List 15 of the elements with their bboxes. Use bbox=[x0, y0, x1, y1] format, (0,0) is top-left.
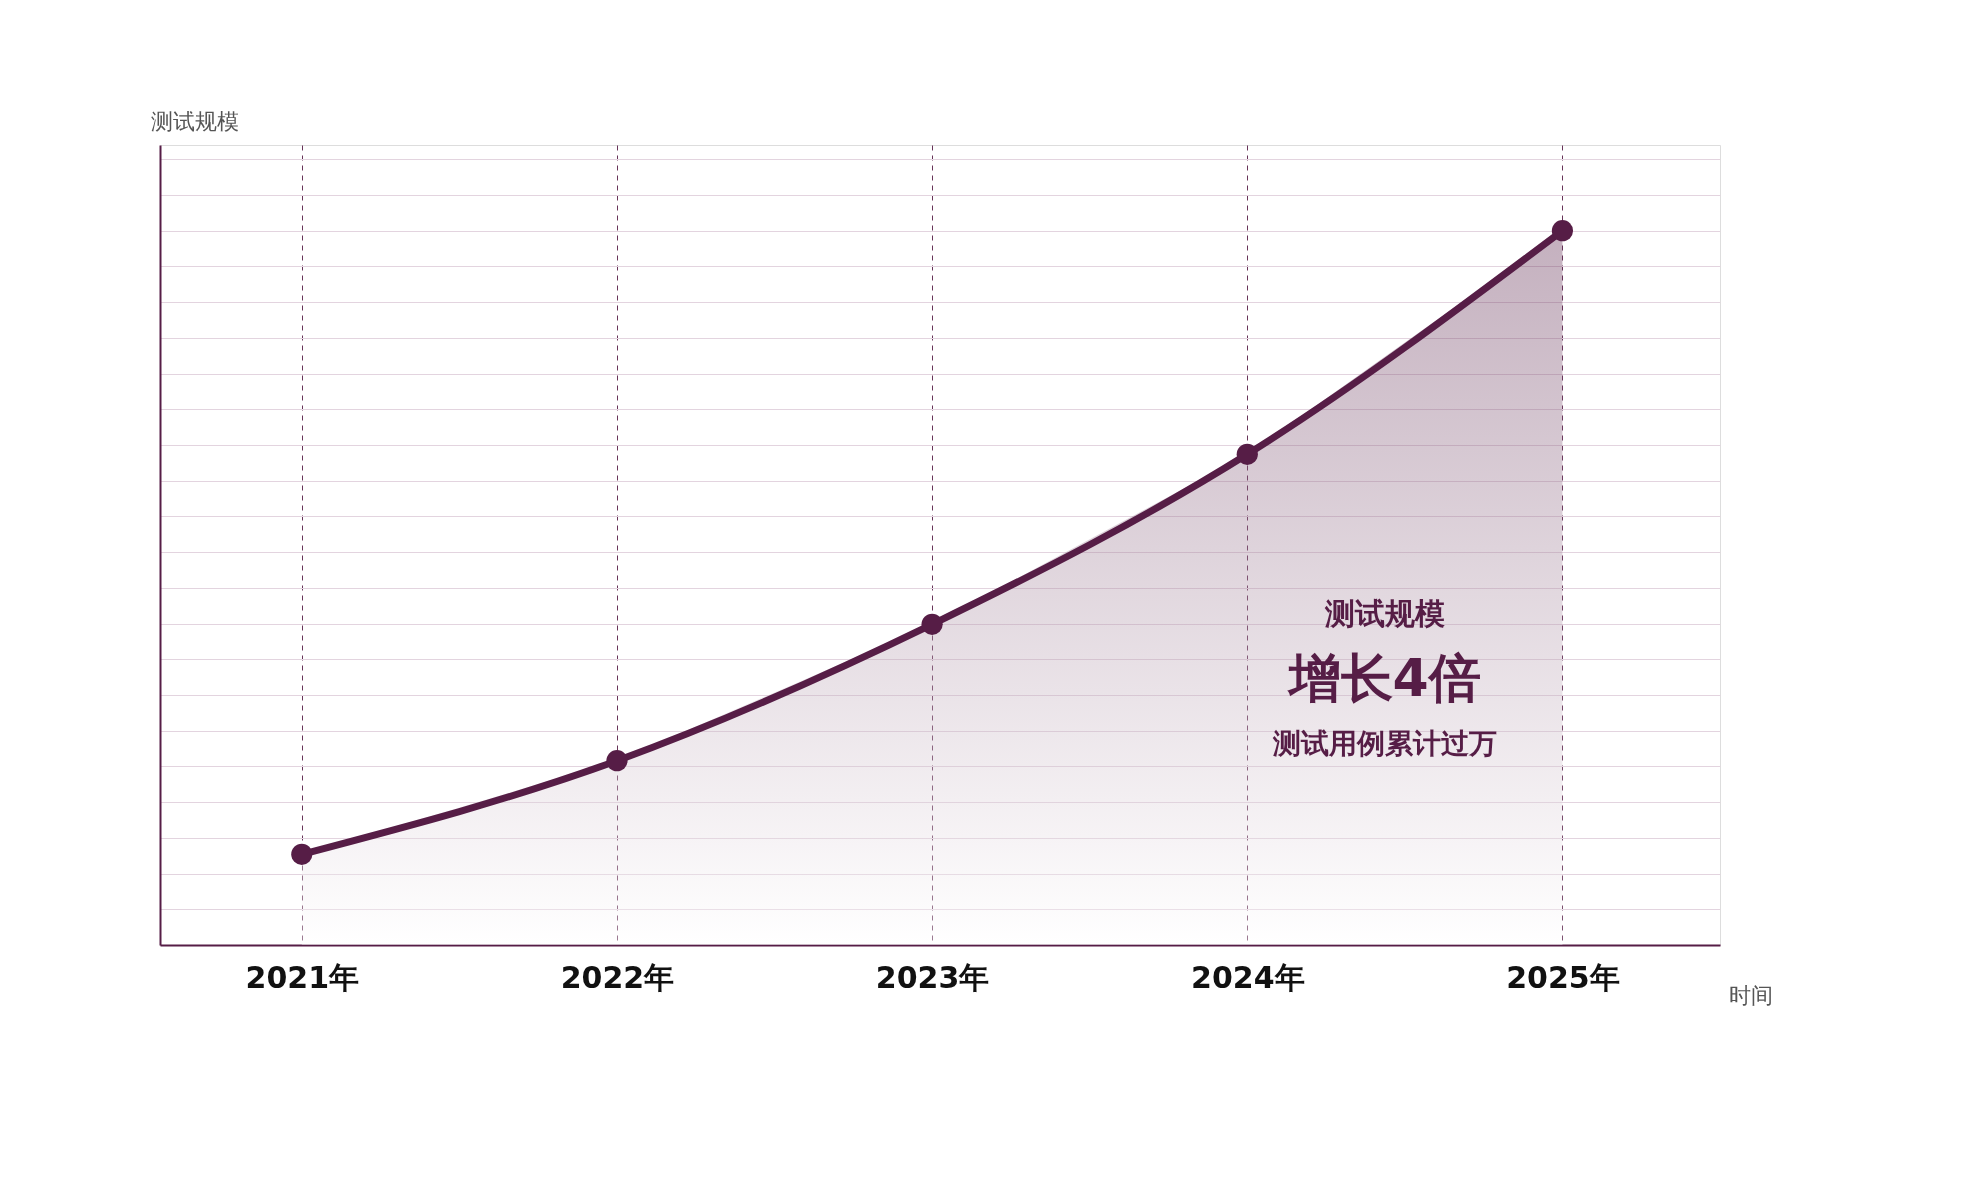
point bbox=[1551, 220, 1574, 242]
y-axis-title: 测试规模 bbox=[150, 108, 239, 134]
point bbox=[606, 750, 628, 772]
point bbox=[1236, 443, 1258, 465]
point bbox=[291, 843, 313, 865]
x-tick-label: 2023年 bbox=[875, 959, 990, 995]
x-tick-label: 2024年 bbox=[1191, 959, 1305, 995]
point bbox=[921, 613, 943, 635]
annotation: 测试规模 bbox=[1323, 596, 1445, 631]
x-tick-label: 2022年 bbox=[560, 959, 675, 995]
annotation: 测试用例累计过万 bbox=[1271, 727, 1497, 760]
x-tick-label: 2025年 bbox=[1506, 959, 1620, 995]
x-tick-label: 2021年 bbox=[245, 959, 360, 995]
x-axis-title: 时间 bbox=[1728, 982, 1773, 1008]
annotation: 增长4倍 bbox=[1286, 648, 1481, 708]
